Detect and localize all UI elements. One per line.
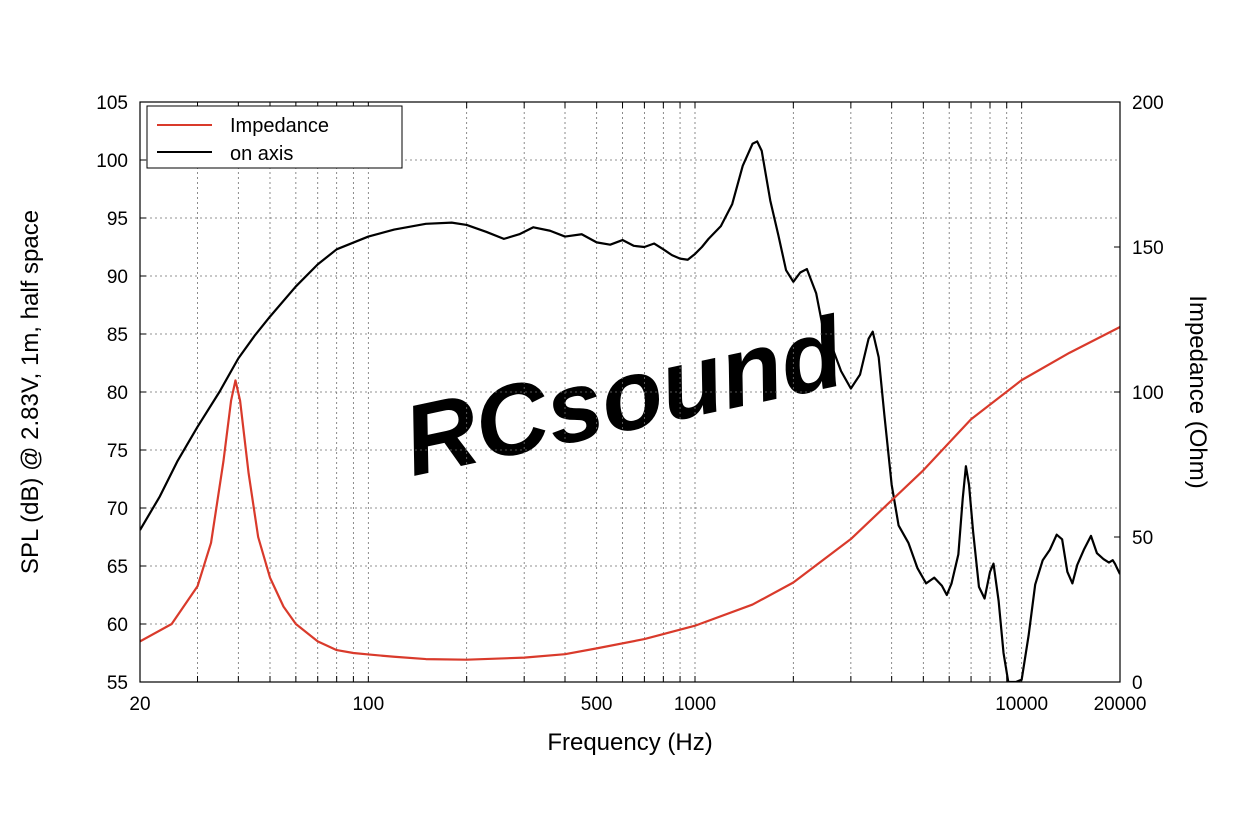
y-axis-right-title: Impedance (Ohm)	[1184, 295, 1211, 488]
legend-label-on-axis: on axis	[230, 143, 293, 165]
series-line-on-axis	[140, 140, 1120, 682]
y-left-tick-label: 105	[96, 93, 128, 114]
y-right-tick-label: 150	[1132, 238, 1164, 259]
legend-label-impedance: Impedance	[230, 115, 329, 137]
y-left-tick-label: 70	[107, 499, 128, 520]
watermark: RCsound	[394, 295, 854, 497]
y-left-tick-label: 55	[107, 673, 128, 694]
y-left-tick-label: 60	[107, 615, 128, 636]
x-tick-label: 20	[129, 694, 150, 715]
y-left-tick-label: 75	[107, 441, 128, 462]
y-axis-left-title: SPL (dB) @ 2.83V, 1m, half space	[17, 210, 44, 574]
legend: Impedance on axis	[146, 105, 403, 169]
tick-labels: 55 60 65 70 75 80 85 90 95 100 105 0 50 100 150 200 20 10…	[96, 93, 1163, 715]
x-tick-label: 10000	[995, 694, 1048, 715]
series-layer	[140, 140, 1120, 682]
series-line-impedance	[140, 326, 1120, 661]
ticks	[140, 101, 1120, 683]
y-left-tick-label: 85	[107, 325, 128, 346]
x-tick-label: 1000	[674, 694, 716, 715]
y-right-tick-label: 0	[1132, 673, 1143, 694]
y-right-tick-label: 200	[1132, 93, 1164, 114]
x-axis-title: Frequency (Hz)	[547, 729, 712, 756]
y-right-tick-label: 50	[1132, 528, 1153, 549]
y-right-tick-label: 100	[1132, 383, 1164, 404]
grid	[140, 102, 1120, 682]
y-left-tick-label: 80	[107, 383, 128, 404]
x-tick-label: 20000	[1094, 694, 1147, 715]
x-tick-label: 100	[352, 694, 384, 715]
y-left-tick-label: 100	[96, 151, 128, 172]
y-left-tick-label: 95	[107, 209, 128, 230]
y-left-tick-label: 90	[107, 267, 128, 288]
legend-box	[146, 105, 403, 169]
y-left-tick-label: 65	[107, 557, 128, 578]
x-tick-label: 500	[581, 694, 613, 715]
